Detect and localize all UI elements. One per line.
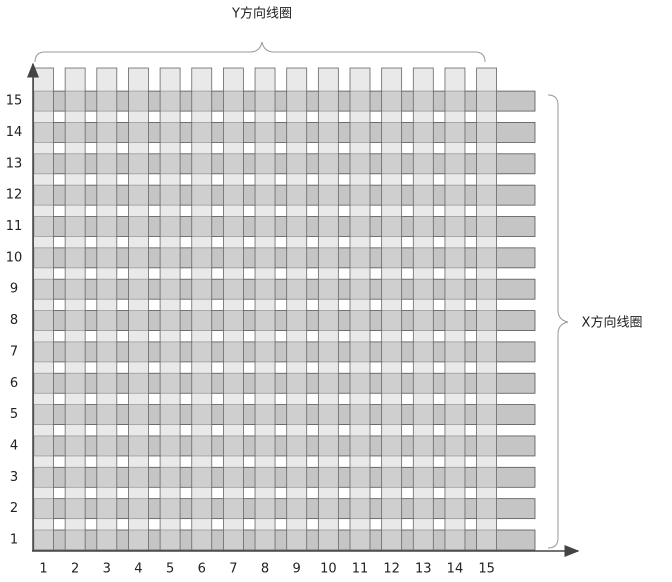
y-coil [96, 67, 118, 551]
x-label: 12 [383, 562, 400, 577]
y-coil [381, 67, 403, 551]
y-coil [159, 67, 181, 551]
y-coil [476, 67, 498, 551]
coil-strips [33, 67, 536, 551]
x-label: 5 [166, 562, 174, 577]
right-brace [547, 94, 569, 549]
y-label: 10 [6, 250, 23, 265]
y-label: 6 [10, 376, 18, 391]
y-label: 5 [10, 407, 18, 422]
y-coil [286, 67, 308, 551]
y-label: 9 [10, 282, 18, 297]
y-label: 3 [10, 470, 18, 485]
y-coil [64, 67, 86, 551]
y-coil [222, 67, 244, 551]
y-label: 13 [6, 156, 23, 171]
x-label: 7 [229, 562, 237, 577]
x-label: 15 [478, 562, 495, 577]
x-label: 2 [71, 562, 79, 577]
x-label: 13 [415, 562, 432, 577]
y-label: 4 [10, 438, 18, 453]
x-label: 4 [134, 562, 142, 577]
y-coil [128, 67, 149, 551]
y-coil [254, 67, 276, 551]
y-label: 11 [6, 219, 23, 234]
x-label: 11 [352, 562, 369, 577]
y-label: 2 [10, 501, 18, 516]
top-brace [34, 41, 486, 63]
y-coil [444, 67, 466, 551]
x-coil-label: X方向线圈 [582, 315, 643, 331]
x-label: 10 [320, 562, 337, 577]
y-label: 7 [10, 344, 18, 359]
y-coil [33, 67, 54, 551]
y-coil [191, 67, 213, 551]
y-label: 8 [10, 313, 18, 328]
y-label: 14 [6, 125, 23, 140]
y-label: 15 [6, 94, 23, 109]
x-label: 3 [103, 562, 111, 577]
x-label: 14 [447, 562, 464, 577]
y-label: 1 [10, 533, 18, 548]
y-coil [412, 67, 434, 551]
x-label: 9 [293, 562, 301, 577]
x-label: 8 [261, 562, 269, 577]
y-coil-label: Y方向线圈 [231, 6, 292, 22]
y-coil [349, 67, 371, 551]
y-coil [317, 67, 339, 551]
x-label: 1 [39, 562, 47, 577]
y-label: 12 [6, 188, 23, 203]
x-label: 6 [198, 562, 206, 577]
